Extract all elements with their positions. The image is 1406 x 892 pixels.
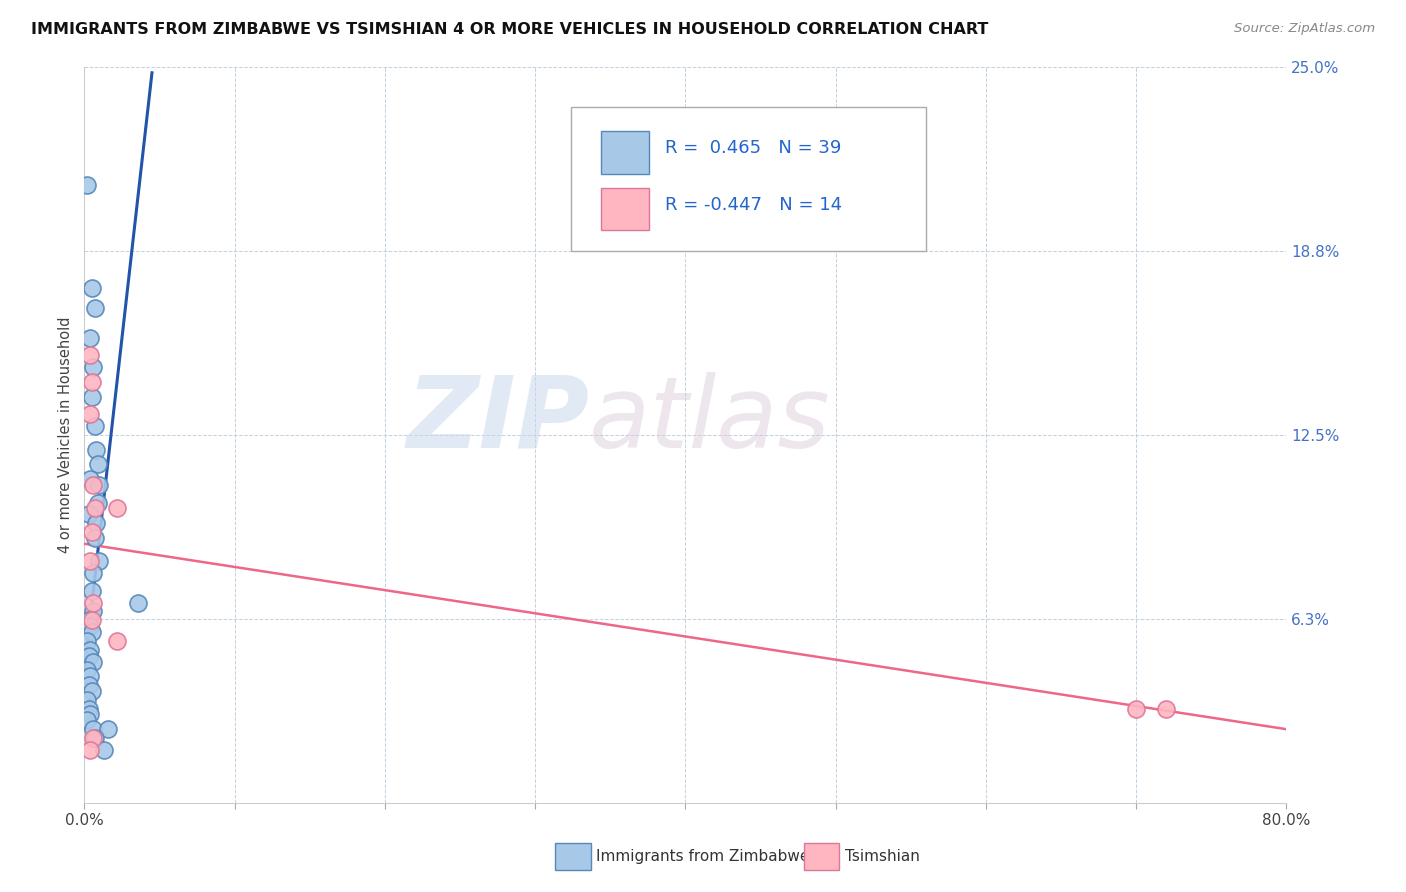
Point — [80, 524, 103, 539]
Point — [79, 707, 101, 722]
Point — [83, 419, 105, 434]
Bar — [602, 131, 650, 174]
Point — [107, 501, 129, 516]
Point — [82, 605, 104, 619]
Point — [76, 692, 98, 706]
Point — [77, 701, 100, 715]
Y-axis label: 4 or more Vehicles in Household: 4 or more Vehicles in Household — [58, 317, 73, 553]
Point — [1156, 701, 1178, 715]
Point — [127, 596, 149, 610]
Point — [83, 301, 105, 316]
Point — [76, 664, 98, 678]
Text: Source: ZipAtlas.com: Source: ZipAtlas.com — [1234, 22, 1375, 36]
Text: ZIP: ZIP — [406, 372, 589, 468]
Point — [79, 743, 101, 757]
Point — [77, 508, 100, 522]
Point — [82, 655, 104, 669]
Point — [77, 648, 100, 663]
Point — [82, 478, 104, 492]
Point — [107, 633, 129, 648]
Point — [79, 472, 101, 486]
Point — [1125, 701, 1147, 715]
Point — [80, 583, 103, 598]
Point — [83, 501, 105, 516]
Point — [87, 495, 110, 509]
Point — [79, 642, 101, 657]
Text: Immigrants from Zimbabwe: Immigrants from Zimbabwe — [596, 849, 810, 863]
Point — [97, 723, 120, 737]
Point — [89, 478, 111, 492]
Point — [79, 554, 101, 568]
Point — [80, 613, 103, 627]
Text: Tsimshian: Tsimshian — [845, 849, 920, 863]
Point — [79, 669, 101, 683]
Point — [83, 731, 105, 745]
Point — [82, 360, 104, 375]
Point — [76, 714, 98, 728]
Point — [83, 531, 105, 545]
Point — [82, 596, 104, 610]
Point — [79, 407, 101, 421]
Point — [89, 554, 111, 568]
Point — [93, 743, 115, 757]
Point — [76, 633, 98, 648]
Point — [80, 390, 103, 404]
Text: R =  0.465   N = 39: R = 0.465 N = 39 — [665, 139, 841, 157]
Text: atlas: atlas — [589, 372, 831, 468]
Text: IMMIGRANTS FROM ZIMBABWE VS TSIMSHIAN 4 OR MORE VEHICLES IN HOUSEHOLD CORRELATIO: IMMIGRANTS FROM ZIMBABWE VS TSIMSHIAN 4 … — [31, 22, 988, 37]
Point — [79, 348, 101, 362]
Point — [77, 678, 100, 692]
Point — [86, 516, 108, 530]
Point — [80, 281, 103, 295]
Point — [79, 619, 101, 633]
Point — [80, 375, 103, 389]
Point — [82, 566, 104, 581]
Point — [77, 613, 100, 627]
Point — [87, 457, 110, 471]
Bar — [602, 187, 650, 230]
Point — [79, 331, 101, 345]
Point — [80, 684, 103, 698]
Point — [82, 731, 104, 745]
FancyBboxPatch shape — [571, 107, 927, 251]
Point — [86, 442, 108, 457]
Point — [80, 625, 103, 640]
Point — [82, 723, 104, 737]
Text: R = -0.447   N = 14: R = -0.447 N = 14 — [665, 196, 842, 214]
Point — [76, 178, 98, 192]
